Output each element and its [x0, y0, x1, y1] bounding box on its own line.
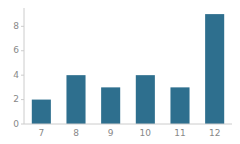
bar: [66, 75, 85, 124]
bar: [136, 75, 155, 124]
y-tick-label: 2: [13, 94, 19, 104]
bars: [32, 14, 224, 124]
x-tick-label: 11: [174, 128, 185, 138]
bar: [101, 87, 120, 124]
y-axis-line: [24, 8, 25, 124]
x-tick-label: 10: [140, 128, 152, 138]
x-tick-label: 7: [38, 128, 44, 138]
x-tick-label: 8: [73, 128, 79, 138]
x-tick-label: 12: [209, 128, 220, 138]
y-tick-label: 8: [13, 21, 19, 31]
bar: [170, 87, 189, 124]
y-tick-label: 4: [13, 70, 19, 80]
y-tick-label: 6: [13, 45, 19, 55]
bar: [205, 14, 224, 124]
x-axis: 7 8 9 10 11 12: [24, 124, 232, 138]
bar: [32, 100, 51, 124]
x-tick-label: 9: [108, 128, 114, 138]
y-tick-label: 0: [13, 119, 19, 129]
chart: 0 2 4 6 8 7 8 9 10 11 12: [0, 0, 240, 144]
y-axis: 0 2 4 6 8: [13, 8, 24, 129]
x-axis-line: [24, 124, 232, 125]
